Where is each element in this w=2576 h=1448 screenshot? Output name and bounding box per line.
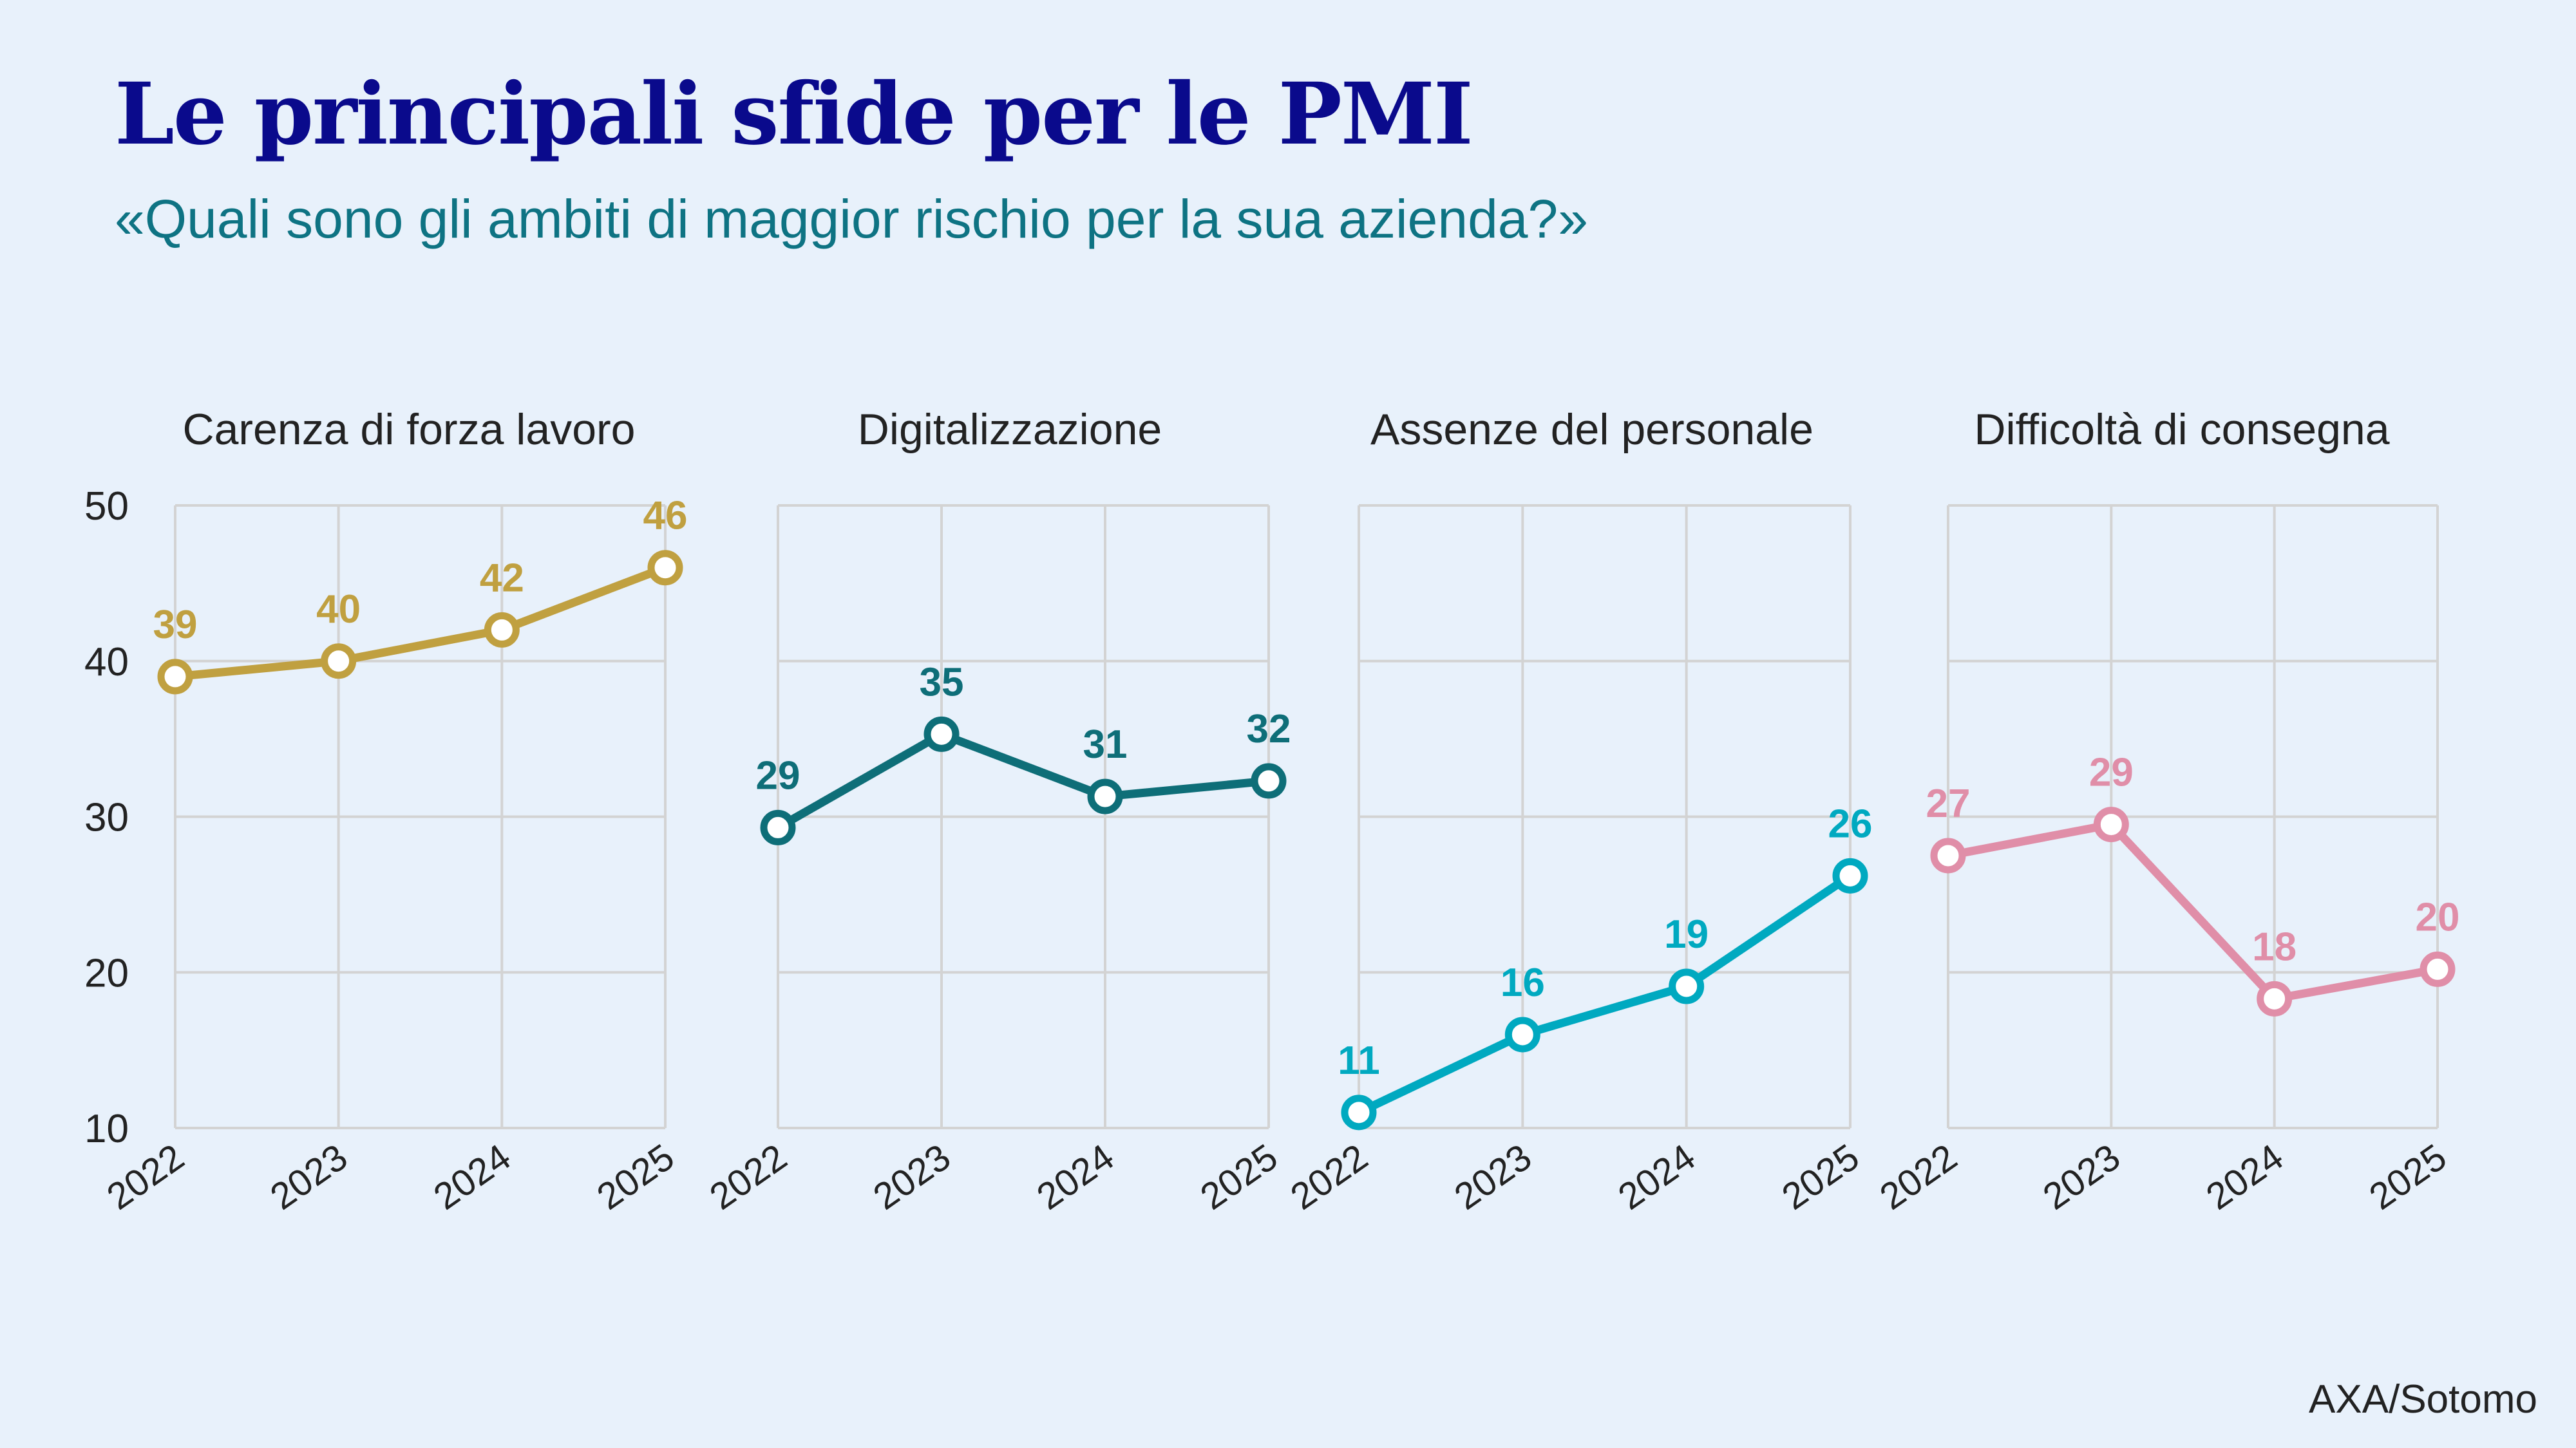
data-point-marker bbox=[484, 612, 520, 648]
panel-title: Digitalizzazione bbox=[858, 405, 1162, 454]
data-label: 40 bbox=[316, 587, 361, 632]
data-point-marker bbox=[321, 643, 357, 679]
data-label: 46 bbox=[643, 494, 688, 538]
data-label: 18 bbox=[2252, 925, 2297, 969]
data-point-marker bbox=[647, 550, 683, 586]
x-tick-label: 2022 bbox=[1872, 1136, 1964, 1218]
x-tick-label: 2025 bbox=[1193, 1136, 1285, 1218]
data-point-marker bbox=[1669, 968, 1705, 1004]
source-credit: AXA/Sotomo bbox=[2309, 1377, 2537, 1422]
data-label: 11 bbox=[1338, 1039, 1380, 1083]
data-label: 42 bbox=[480, 556, 524, 600]
x-tick-label: 2025 bbox=[2362, 1136, 2454, 1218]
chart-panel-4: Difficoltà di consegna 2022 2023 2024 2025 27… bbox=[1872, 405, 2459, 1218]
data-point-marker bbox=[1251, 763, 1287, 799]
data-label: 27 bbox=[1926, 782, 1971, 826]
data-point-marker bbox=[2093, 807, 2129, 843]
x-tick-label: 2024 bbox=[2199, 1136, 2291, 1218]
data-label: 29 bbox=[756, 753, 800, 798]
y-tick-label: 30 bbox=[84, 796, 129, 840]
data-point-marker bbox=[1930, 838, 1966, 874]
data-point-marker bbox=[1832, 858, 1868, 894]
panel-title: Carenza di forza lavoro bbox=[182, 405, 635, 454]
x-tick-label: 2022 bbox=[1283, 1136, 1375, 1218]
series-line bbox=[773, 729, 1273, 832]
data-label: 39 bbox=[153, 603, 198, 647]
x-tick-label: 2025 bbox=[589, 1136, 681, 1218]
data-label: 16 bbox=[1501, 961, 1545, 1005]
panel-title: Difficoltà di consegna bbox=[1974, 405, 2389, 454]
x-tick-label: 2024 bbox=[426, 1136, 518, 1218]
panel-title: Assenze del personale bbox=[1370, 405, 1814, 454]
y-tick-label: 40 bbox=[84, 640, 129, 684]
data-point-marker bbox=[157, 659, 193, 695]
x-tick-label: 2023 bbox=[263, 1136, 355, 1218]
data-point-marker bbox=[760, 809, 796, 845]
data-label: 20 bbox=[2416, 895, 2460, 939]
x-tick-label: 2024 bbox=[1029, 1136, 1121, 1218]
chart-panel-3: Assenze del personale 2022 2023 2024 2025 11 1… bbox=[1283, 405, 1872, 1218]
y-tick-label: 20 bbox=[84, 951, 129, 995]
x-tick-label: 2022 bbox=[702, 1136, 794, 1218]
x-tick-label: 2023 bbox=[866, 1136, 958, 1218]
y-tick-label: 10 bbox=[84, 1107, 129, 1151]
data-label: 29 bbox=[2089, 751, 2134, 795]
y-tick-label: 50 bbox=[84, 484, 129, 529]
data-point-marker bbox=[2257, 981, 2293, 1017]
data-label: 32 bbox=[1247, 707, 1291, 751]
chart-panel-2: Digitalizzazione 2022 2023 2024 2025 29 35 31 32 bbox=[702, 405, 1291, 1218]
chart-title: Le principali sfide per le PMI bbox=[115, 64, 1473, 164]
data-point-marker bbox=[2420, 951, 2456, 987]
data-label: 31 bbox=[1083, 722, 1128, 767]
x-tick-label: 2023 bbox=[2036, 1136, 2128, 1218]
series-line bbox=[1354, 871, 1855, 1117]
data-point-marker bbox=[1504, 1017, 1540, 1053]
x-tick-label: 2023 bbox=[1447, 1136, 1539, 1218]
data-point-marker bbox=[1341, 1095, 1377, 1131]
series-line bbox=[1944, 820, 2442, 1003]
data-point-marker bbox=[923, 716, 960, 752]
data-point-marker bbox=[1087, 778, 1123, 814]
data-label: 19 bbox=[1664, 912, 1709, 957]
x-tick-label: 2025 bbox=[1774, 1136, 1866, 1218]
data-label: 35 bbox=[920, 660, 964, 704]
data-label: 26 bbox=[1828, 802, 1873, 846]
series-line bbox=[171, 563, 670, 681]
x-tick-label: 2024 bbox=[1611, 1136, 1703, 1218]
chart-subtitle: «Quali sono gli ambiti di maggior rischi… bbox=[115, 189, 1588, 249]
